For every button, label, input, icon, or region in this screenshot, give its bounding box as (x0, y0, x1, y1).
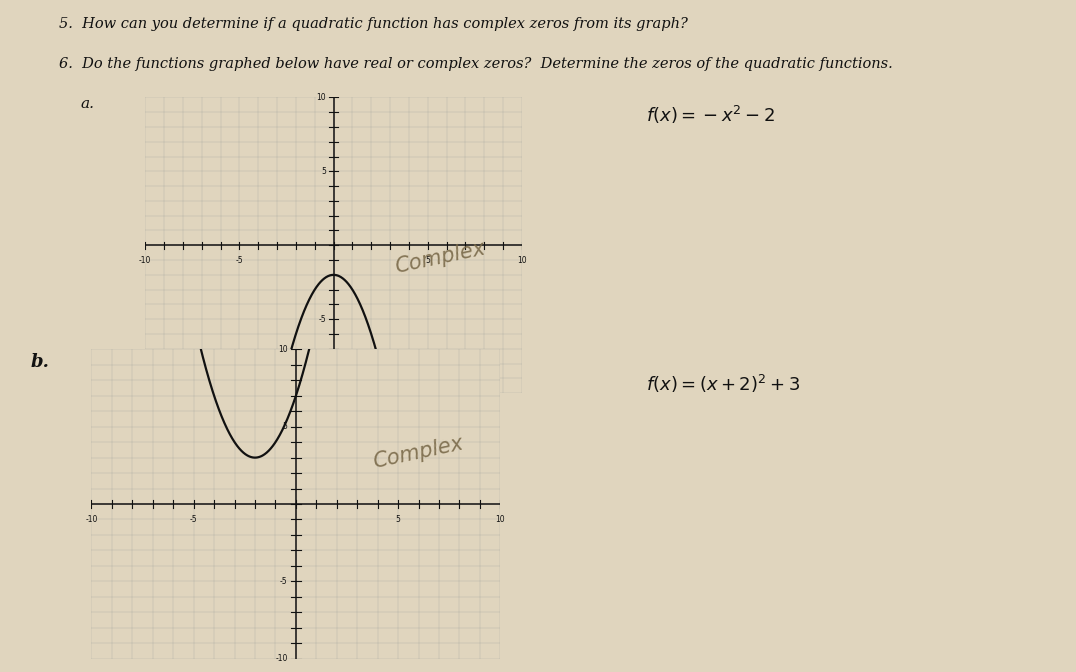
Text: 5: 5 (425, 255, 430, 265)
Text: 5.  How can you determine if a quadratic function has complex zeros from its gra: 5. How can you determine if a quadratic … (59, 17, 688, 31)
Text: 6.  Do the functions graphed below have real or complex zeros?  Determine the ze: 6. Do the functions graphed below have r… (59, 57, 893, 71)
Text: b.: b. (30, 353, 49, 371)
Text: 5: 5 (283, 422, 287, 431)
Text: a.: a. (81, 97, 95, 112)
Text: -10: -10 (275, 654, 287, 663)
Text: Complex: Complex (371, 433, 465, 472)
Text: -5: -5 (189, 515, 198, 523)
Text: 5: 5 (396, 515, 400, 523)
Text: $f(x) = -x^2 - 2$: $f(x) = -x^2 - 2$ (646, 104, 775, 126)
Text: -5: -5 (318, 314, 326, 324)
Text: 10: 10 (496, 515, 505, 523)
Text: 10: 10 (316, 93, 326, 102)
Text: -10: -10 (313, 388, 326, 398)
Text: -10: -10 (85, 515, 98, 523)
Text: -10: -10 (139, 255, 152, 265)
Text: $f(x) = (x + 2)^2 + 3$: $f(x) = (x + 2)^2 + 3$ (646, 373, 799, 395)
Text: -5: -5 (236, 255, 243, 265)
Text: 5: 5 (321, 167, 326, 176)
Text: 10: 10 (278, 345, 287, 354)
Text: -5: -5 (280, 577, 287, 586)
Text: 10: 10 (518, 255, 526, 265)
Text: Complex: Complex (393, 239, 486, 278)
